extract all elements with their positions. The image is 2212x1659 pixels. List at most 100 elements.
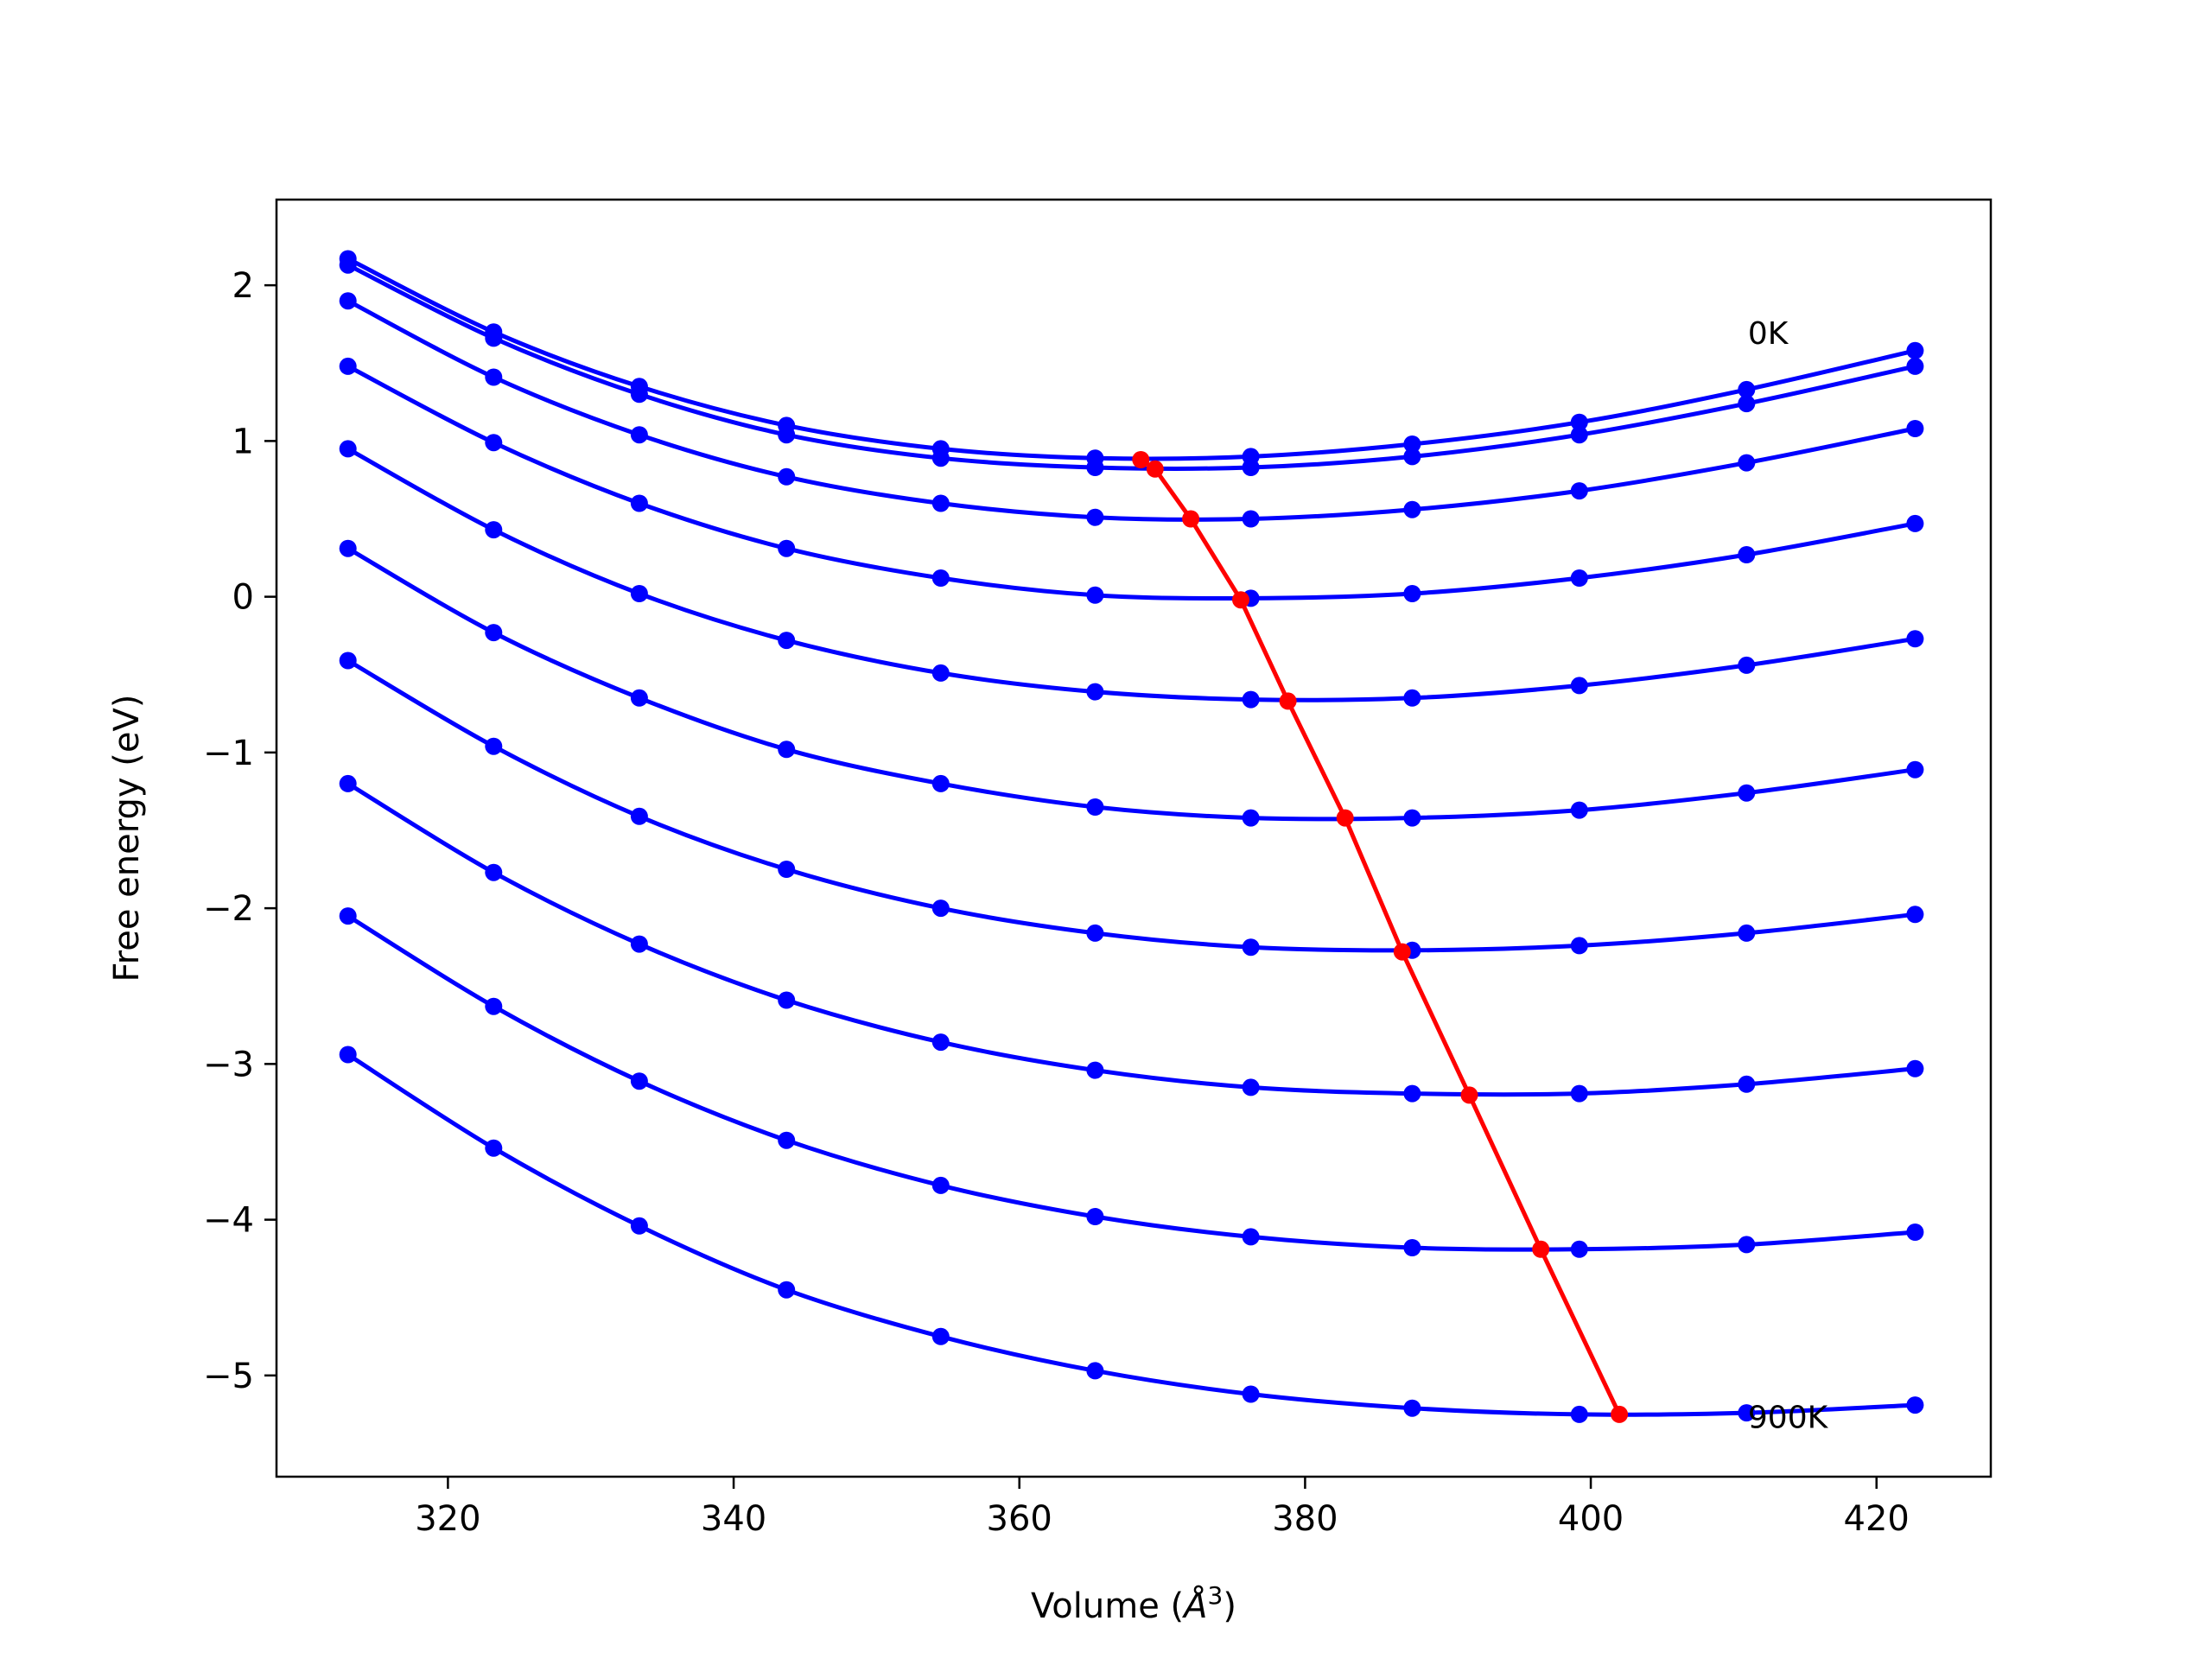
y-tick-label-3: −1 — [203, 734, 254, 773]
series-6-point-8 — [1570, 937, 1588, 955]
series-5-point-10 — [1906, 760, 1924, 779]
y-tick-label-4: −2 — [203, 889, 254, 929]
series-8-point-10 — [1906, 1224, 1924, 1241]
series-0-point-10 — [1906, 341, 1924, 359]
minima-point-5 — [1336, 809, 1354, 827]
series-6-point-2 — [630, 807, 648, 825]
plot-frame — [275, 198, 1993, 1478]
series-1-point-6 — [1242, 459, 1260, 476]
series-6-point-3 — [778, 861, 796, 878]
series-2-point-7 — [1403, 500, 1421, 518]
series-7-point-10 — [1906, 1059, 1924, 1077]
x-tick-label-3: 380 — [1272, 1499, 1338, 1539]
x-tick-label-2: 360 — [987, 1499, 1052, 1539]
minima-point-4 — [1279, 692, 1297, 710]
series-8-point-2 — [630, 1072, 648, 1090]
series-2-point-2 — [630, 426, 648, 444]
x-tick-label-5: 420 — [1844, 1499, 1910, 1539]
series-1-point-3 — [778, 426, 796, 444]
series-7-point-9 — [1738, 1075, 1756, 1093]
series-2-point-8 — [1570, 482, 1588, 500]
series-2-point-3 — [778, 467, 796, 486]
minima-point-8 — [1532, 1240, 1550, 1258]
series-8-point-4 — [931, 1176, 950, 1194]
series-8-point-3 — [778, 1131, 796, 1149]
series-9-point-4 — [931, 1327, 950, 1345]
series-8-point-5 — [1086, 1208, 1104, 1225]
series-2-point-9 — [1738, 454, 1756, 472]
series-5-point-0 — [339, 539, 357, 557]
series-3-point-9 — [1738, 546, 1756, 563]
series-8-point-1 — [485, 997, 503, 1015]
series-6-point-0 — [339, 652, 357, 670]
series-5-point-8 — [1570, 801, 1588, 819]
series-2-point-4 — [931, 494, 950, 512]
series-0-point-9 — [1738, 380, 1756, 398]
axes: 320 340 360 380 400 420 2 1 0 −1 −2 −3 −4 −5 — [203, 266, 1910, 1539]
series-3-point-10 — [1906, 514, 1924, 532]
x-tick-label-1: 340 — [701, 1499, 766, 1539]
minima-line — [1139, 457, 1622, 1415]
series-5-point-5 — [1086, 798, 1104, 816]
y-tick-label-7: −5 — [203, 1357, 254, 1396]
series-3-point-8 — [1570, 569, 1588, 587]
series-4-point-10 — [1906, 630, 1924, 648]
series-4-point-7 — [1403, 689, 1421, 707]
x-tick-label-0: 320 — [415, 1499, 480, 1539]
series-6-point-4 — [931, 899, 950, 918]
y-axis-label: Free energy (eV) — [107, 695, 147, 982]
series-8-point-9 — [1738, 1236, 1756, 1254]
series-9-point-10 — [1906, 1396, 1924, 1414]
series-6-point-1 — [485, 737, 503, 755]
series-1-point-10 — [1906, 357, 1924, 375]
series-4-point-5 — [1086, 683, 1104, 701]
y-tick-label-6: −4 — [203, 1201, 254, 1241]
series-6-point-9 — [1738, 924, 1756, 942]
series-1-point-7 — [1403, 448, 1421, 466]
minima-point-0 — [1132, 451, 1150, 468]
series-9-point-7 — [1403, 1399, 1421, 1417]
minima-point-9 — [1611, 1405, 1629, 1423]
series-7-point-8 — [1570, 1084, 1588, 1103]
series-4-point-9 — [1738, 656, 1756, 674]
series-0-point-8 — [1570, 413, 1588, 431]
minima-point-2 — [1182, 510, 1200, 528]
series-1-point-8 — [1570, 426, 1588, 444]
series-9-point-2 — [630, 1217, 648, 1235]
series-2-point-6 — [1242, 510, 1260, 528]
series-6-point-5 — [1086, 924, 1104, 942]
series-7-point-2 — [630, 935, 648, 953]
series-7-point-1 — [485, 863, 503, 881]
series-0-point-7 — [1403, 435, 1421, 453]
series-7-point-5 — [1086, 1061, 1104, 1079]
series-8-point-8 — [1570, 1240, 1588, 1258]
series-1-point-5 — [1086, 459, 1104, 476]
series-9-point-6 — [1242, 1385, 1260, 1403]
series-5-point-9 — [1738, 784, 1756, 802]
series-5-point-4 — [931, 774, 950, 792]
series-7-point-7 — [1403, 1084, 1421, 1103]
series-7-point-4 — [931, 1033, 950, 1052]
series-4-point-3 — [778, 632, 796, 650]
series-4-point-2 — [630, 585, 648, 602]
series-5-point-1 — [485, 624, 503, 642]
series-9-point-1 — [485, 1139, 503, 1157]
series-1-point-2 — [630, 385, 648, 404]
annotation-0: 0K — [1748, 316, 1789, 352]
minima-point-6 — [1393, 943, 1411, 961]
y-tick-label-5: −3 — [203, 1045, 254, 1084]
minima-point-3 — [1232, 591, 1249, 609]
x-axis-label: Volume (Å3) — [1031, 1581, 1236, 1627]
series-9-point-8 — [1570, 1405, 1588, 1423]
series-8-point-7 — [1403, 1239, 1421, 1256]
y-tick-label-0: 2 — [232, 266, 254, 306]
series-2-point-5 — [1086, 508, 1104, 526]
series-4-point-1 — [485, 521, 503, 539]
series-9-point-0 — [339, 1046, 357, 1064]
series-1-point-4 — [931, 449, 950, 467]
series-2-point-10 — [1906, 420, 1924, 437]
series-4-point-4 — [931, 664, 950, 682]
series-8-point-0 — [339, 907, 357, 925]
